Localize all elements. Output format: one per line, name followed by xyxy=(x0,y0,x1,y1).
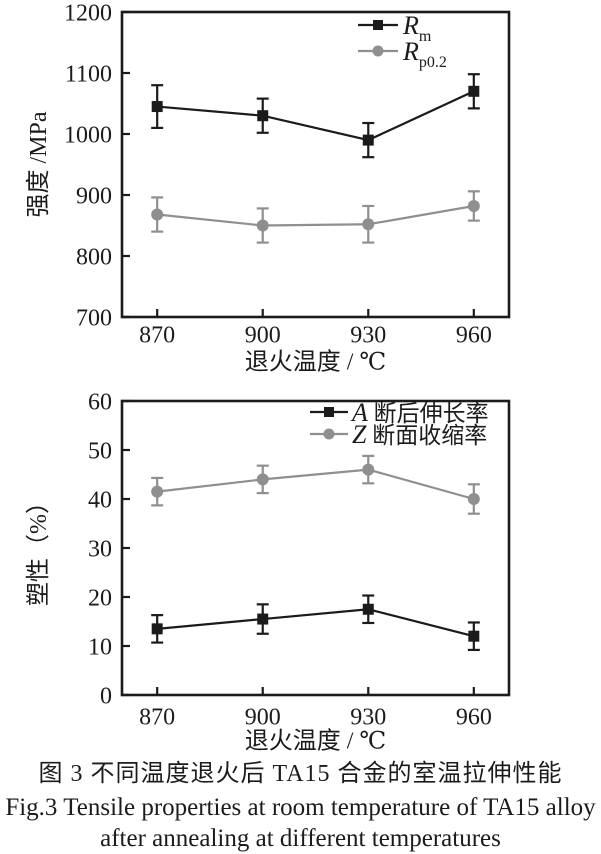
y-tick-label: 20 xyxy=(88,585,112,611)
x-tick-label: 960 xyxy=(456,704,492,730)
series-line xyxy=(157,608,475,638)
legend-label: Z 断面收缩率 xyxy=(352,420,487,449)
series-Z xyxy=(151,454,480,515)
data-point-square xyxy=(468,85,480,97)
data-point-circle xyxy=(256,473,269,486)
y-tick-label: 1100 xyxy=(65,61,112,87)
data-point-circle xyxy=(467,493,480,505)
data-point-circle xyxy=(151,485,164,498)
series-A xyxy=(151,594,480,652)
data-point-square xyxy=(257,613,269,625)
x-tick-label: 870 xyxy=(139,322,175,348)
caption-english-line2: after annealing at different temperature… xyxy=(100,825,501,852)
data-point-square xyxy=(468,630,480,642)
legend-item-Z: Z 断面收缩率 xyxy=(310,420,487,449)
y-tick-label: 1200 xyxy=(64,0,112,26)
legend-marker-square xyxy=(324,407,334,417)
legend-label: Rp0.2 xyxy=(402,37,447,71)
y-tick-label: 10 xyxy=(88,634,112,660)
y-tick-label: 1000 xyxy=(64,122,112,148)
legend-label: A 断后伸长率 xyxy=(350,398,489,427)
series-Rp02 xyxy=(151,190,480,244)
data-point-circle xyxy=(362,463,375,476)
y-tick-label: 900 xyxy=(76,183,112,209)
series-line xyxy=(157,468,475,501)
x-tick-label: 930 xyxy=(350,704,386,730)
y-tick-label: 700 xyxy=(76,305,112,331)
legend-item-Rp02: Rp0.2 xyxy=(358,37,447,71)
y-axis-label: 强度 /MPa xyxy=(25,111,52,217)
legend-label: Rm xyxy=(402,11,432,45)
data-point-circle xyxy=(256,219,269,232)
x-tick-label: 960 xyxy=(456,322,492,348)
data-point-square xyxy=(151,623,163,635)
data-point-square xyxy=(151,101,163,113)
data-point-square xyxy=(362,134,374,146)
data-point-square xyxy=(362,603,374,615)
caption-english-line1: Fig.3 Tensile properties at room tempera… xyxy=(5,794,596,821)
data-point-square xyxy=(257,110,269,122)
y-tick-label: 40 xyxy=(88,487,112,513)
legend-item-Rm: Rm xyxy=(358,11,432,45)
y-tick-label: 30 xyxy=(88,536,112,562)
series-Rm xyxy=(151,73,480,159)
y-tick-label: 60 xyxy=(88,389,112,415)
series-line xyxy=(157,204,475,227)
plasticity-chart: 0 10 20 30 40 50 60 870 900 930 960 塑性（%） 退火温度 / ℃ A … xyxy=(25,389,511,754)
strength-chart: 700 800 900 1000 1100 1200 870 900 930 960 强度 /MPa… xyxy=(25,0,511,375)
x-tick-label: 870 xyxy=(139,704,175,730)
figure-caption: 图 3 不同温度退火后 TA15 合金的室温拉伸性能 Fig.3 Tensile… xyxy=(0,757,601,854)
y-tick-label: 0 xyxy=(100,683,112,709)
legend-item-A: A 断后伸长率 xyxy=(310,398,489,427)
series-line xyxy=(157,90,475,142)
x-tick-label: 900 xyxy=(245,322,281,348)
x-tick-label: 900 xyxy=(245,704,281,730)
data-point-circle xyxy=(467,199,480,212)
legend-marker-square xyxy=(373,20,383,30)
caption-chinese: 图 3 不同温度退火后 TA15 合金的室温拉伸性能 xyxy=(38,761,563,787)
x-tick-label: 930 xyxy=(350,322,386,348)
y-tick-label: 50 xyxy=(88,438,112,464)
data-point-circle xyxy=(151,208,164,221)
x-axis-label: 退火温度 / ℃ xyxy=(245,348,387,375)
y-axis-label: 塑性（%） xyxy=(25,490,52,606)
data-point-circle xyxy=(362,218,375,231)
legend-marker-circle xyxy=(323,428,335,440)
y-tick-label: 800 xyxy=(76,244,112,270)
plot-frame xyxy=(120,10,511,319)
x-axis-label: 退火温度 / ℃ xyxy=(245,727,387,754)
legend-marker-circle xyxy=(372,45,384,57)
